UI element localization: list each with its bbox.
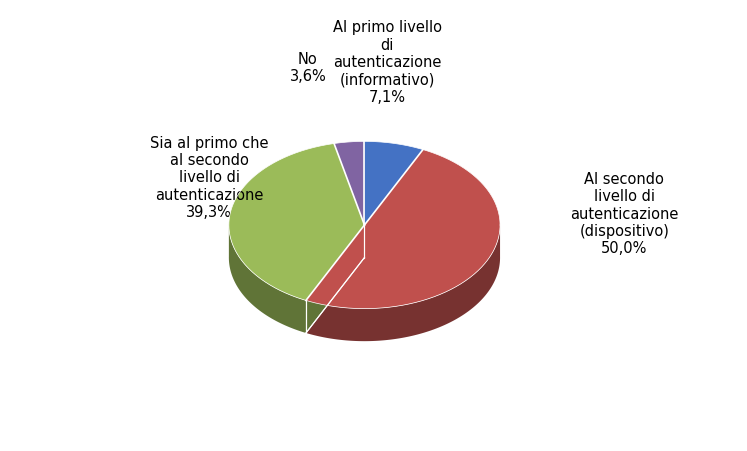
Polygon shape [334,142,365,226]
Polygon shape [365,142,423,226]
Text: Al secondo
livello di
autenticazione
(dispositivo)
50,0%: Al secondo livello di autenticazione (di… [570,171,678,256]
Polygon shape [306,225,500,341]
Polygon shape [306,226,365,333]
Text: Al primo livello
di
autenticazione
(informativo)
7,1%: Al primo livello di autenticazione (info… [332,20,441,105]
Text: Sia al primo che
al secondo
livello di
autenticazione
39,3%: Sia al primo che al secondo livello di a… [149,135,268,220]
Polygon shape [229,224,306,333]
Text: No
3,6%: No 3,6% [290,52,326,84]
Polygon shape [229,144,365,301]
Polygon shape [306,150,500,309]
Polygon shape [306,226,365,333]
